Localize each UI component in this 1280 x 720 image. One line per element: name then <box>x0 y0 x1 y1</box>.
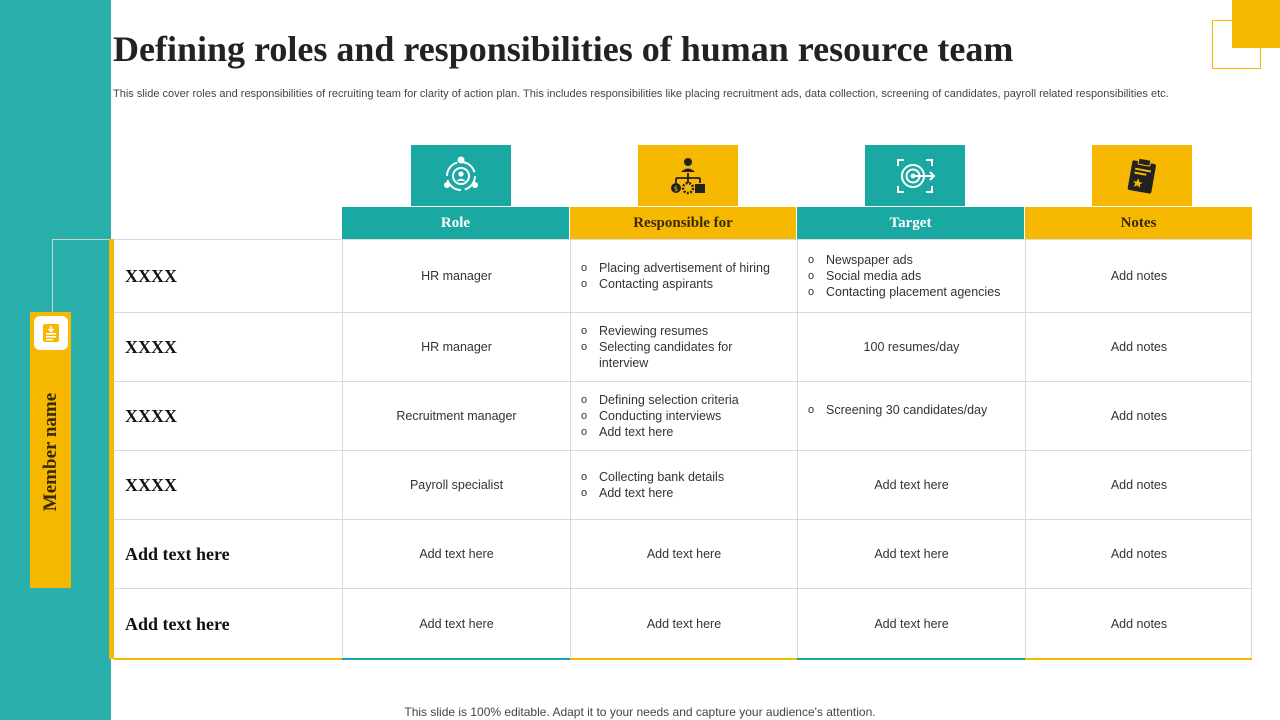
target-cell: Screening 30 candidates/day <box>797 382 1025 450</box>
member-name-label: Member name <box>40 392 61 512</box>
roles-table: XXXX HR manager Placing advertisement of… <box>114 239 1252 659</box>
responsible-cell: Collecting bank details Add text here <box>570 451 797 519</box>
corner-decoration-outline <box>1212 20 1261 69</box>
notes-cell: Add notes <box>1025 451 1252 519</box>
notes-cell: Add notes <box>1025 589 1252 659</box>
slide-subtitle: This slide cover roles and responsibilit… <box>113 88 1169 100</box>
org-hierarchy-icon: $ <box>671 157 705 194</box>
target-cell: Newspaper ads Social media ads Contactin… <box>797 240 1025 312</box>
table-row: Add text here Add text here Add text her… <box>114 588 1252 659</box>
member-cell: XXXX <box>125 336 177 357</box>
target-arrow-icon <box>897 158 936 193</box>
target-cell: Add text here <box>797 589 1025 659</box>
list-item: Add text here <box>581 424 739 440</box>
responsible-cell: Add text here <box>570 589 797 659</box>
list-item: Conducting interviews <box>581 408 739 424</box>
target-cell: Add text here <box>797 520 1025 588</box>
list-item: Add text here <box>581 485 724 501</box>
list-item: Newspaper ads <box>808 252 1000 268</box>
list-item: Screening 30 candidates/day <box>808 402 987 418</box>
list-item: Reviewing resumes <box>581 323 781 339</box>
role-cell: Add text here <box>342 520 570 588</box>
header-target: Target <box>797 207 1024 239</box>
target-cell: 100 resumes/day <box>797 313 1025 381</box>
list-item: Placing advertisement of hiring <box>581 260 770 276</box>
target-icon-box <box>865 145 965 206</box>
bottom-border <box>797 658 1025 660</box>
connector-line <box>52 239 53 313</box>
user-cycle-icon <box>444 156 478 191</box>
slide-title: Defining roles and responsibilities of h… <box>113 29 1014 69</box>
role-cell: Payroll specialist <box>342 451 570 519</box>
responsible-cell: Placing advertisement of hiring Contacti… <box>570 240 797 312</box>
bottom-border <box>114 658 342 660</box>
role-cell: Add text here <box>342 589 570 659</box>
target-cell: Add text here <box>797 451 1025 519</box>
role-cell: HR manager <box>342 313 570 381</box>
member-cell: Add text here <box>125 613 230 634</box>
member-name-band <box>30 312 71 588</box>
table-row: XXXX HR manager Reviewing resumes Select… <box>114 312 1252 381</box>
responsible-cell: Defining selection criteria Conducting i… <box>570 382 797 450</box>
notes-cell: Add notes <box>1025 240 1252 312</box>
bottom-border <box>1025 658 1252 660</box>
table-row: XXXX Payroll specialist Collecting bank … <box>114 450 1252 519</box>
list-item: Social media ads <box>808 268 1000 284</box>
table-row: XXXX HR manager Placing advertisement of… <box>114 239 1252 312</box>
table-row: XXXX Recruitment manager Defining select… <box>114 381 1252 450</box>
member-cell: Add text here <box>125 543 230 564</box>
list-item: Defining selection criteria <box>581 392 739 408</box>
list-item: Selecting candidates for interview <box>581 339 781 371</box>
notes-cell: Add notes <box>1025 313 1252 381</box>
list-item: Collecting bank details <box>581 469 724 485</box>
role-icon-box <box>411 145 511 206</box>
connector-line <box>52 239 110 240</box>
member-cell: XXXX <box>125 265 177 286</box>
responsible-cell: Reviewing resumes Selecting candidates f… <box>570 313 797 381</box>
responsible-icon-box: $ <box>638 145 738 206</box>
header-notes: Notes <box>1025 207 1252 239</box>
clipboard-star-icon <box>1127 157 1156 194</box>
list-item: Contacting aspirants <box>581 276 770 292</box>
corner-decoration-square <box>1232 0 1280 48</box>
table-left-accent <box>109 239 114 659</box>
responsible-cell: Add text here <box>570 520 797 588</box>
bottom-border <box>570 658 797 660</box>
role-cell: HR manager <box>342 240 570 312</box>
document-download-icon <box>34 316 68 350</box>
list-item: Contacting placement agencies <box>808 284 1000 300</box>
role-cell: Recruitment manager <box>342 382 570 450</box>
footer-note: This slide is 100% editable. Adapt it to… <box>404 705 876 719</box>
notes-cell: Add notes <box>1025 382 1252 450</box>
notes-cell: Add notes <box>1025 520 1252 588</box>
bottom-border <box>342 658 570 660</box>
header-role: Role <box>342 207 569 239</box>
header-responsible-for: Responsible for <box>570 207 796 239</box>
table-row: Add text here Add text here Add text her… <box>114 519 1252 588</box>
member-cell: XXXX <box>125 474 177 495</box>
member-cell: XXXX <box>125 405 177 426</box>
svg-text:$: $ <box>674 185 678 193</box>
notes-icon-box <box>1092 145 1192 206</box>
